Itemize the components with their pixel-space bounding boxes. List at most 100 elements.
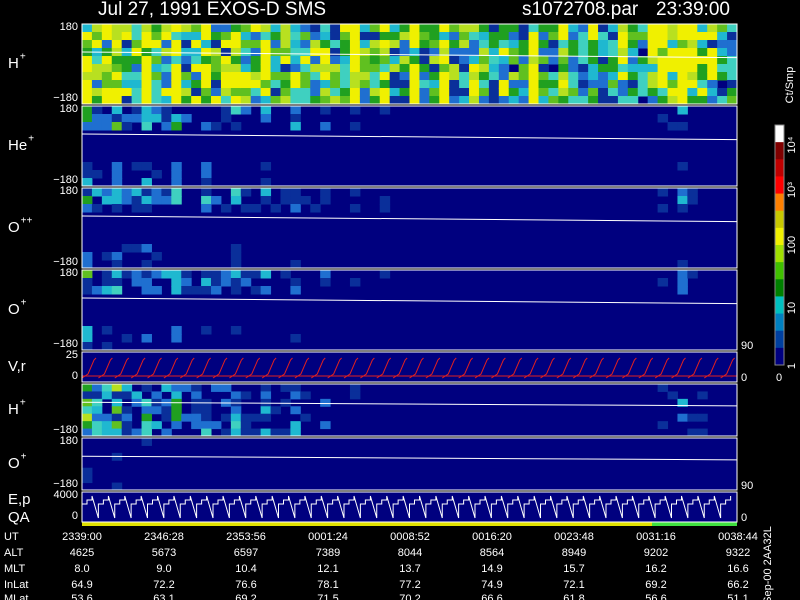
spectrogram-cell: [677, 64, 688, 73]
panel: [81, 105, 738, 187]
spectrogram-cell: [82, 204, 93, 213]
spectrogram-cell: [498, 88, 510, 97]
spectrogram-cell: [578, 88, 589, 97]
spectrogram-cell: [627, 32, 639, 41]
spectrogram-cell: [201, 88, 212, 97]
spectrogram-cell: [717, 64, 728, 73]
spectrogram-cell: [151, 188, 162, 197]
spectrogram-cell: [498, 48, 510, 57]
spectrogram-cell: [82, 88, 93, 97]
spectrogram-cell: [250, 40, 262, 49]
spectrogram-cell: [717, 72, 728, 81]
spectrogram-cell: [82, 398, 93, 407]
y-tick-label: 180: [60, 267, 78, 279]
spectrogram-cell: [647, 80, 659, 89]
spectrogram-cell: [320, 88, 331, 97]
spectrogram-cell: [429, 64, 440, 73]
spectrogram-cell: [697, 428, 708, 437]
spectrogram-cell: [201, 80, 212, 89]
spectrogram-cell: [191, 72, 202, 81]
panel-frame: [81, 383, 738, 437]
qa-strip: [82, 522, 652, 526]
spectrogram-cell: [320, 278, 331, 287]
spectrogram-cell: [727, 48, 738, 57]
spectrogram-cell: [181, 270, 192, 279]
spectrogram-cell: [707, 72, 718, 81]
spectrogram-cell: [290, 114, 301, 123]
spectrogram-cell: [359, 72, 371, 81]
spectrogram-cell: [389, 64, 401, 73]
footer-value: 64.9: [71, 579, 92, 591]
spectrogram-cell: [518, 32, 530, 41]
spectrogram-cell: [111, 252, 123, 261]
spectrogram-cell: [538, 64, 549, 73]
spectrogram-cell: [260, 56, 272, 65]
spectrogram-cell: [548, 72, 559, 81]
spectrogram-cell: [419, 80, 430, 89]
spectrogram-cell: [220, 72, 232, 81]
spectrogram-cell: [349, 72, 361, 81]
spectrogram-cell: [667, 40, 678, 49]
spectrogram-cell: [478, 40, 490, 49]
spectrogram-cell: [220, 88, 232, 97]
spectrogram-cell: [568, 64, 579, 73]
spectrogram-cell: [141, 188, 152, 197]
spectrogram-cell: [379, 56, 391, 65]
footer-value: 6597: [234, 547, 258, 559]
spectrogram-cell: [220, 278, 232, 287]
panel-frame: [81, 23, 738, 105]
spectrogram-cell: [230, 106, 242, 115]
spectrogram-cell: [290, 204, 301, 213]
spectrogram-cell: [161, 413, 172, 422]
spectrogram-cell: [151, 270, 162, 279]
spectrogram-cell: [91, 24, 103, 33]
spectrogram-cell: [101, 342, 113, 351]
spectrogram-cell: [687, 270, 698, 279]
spectrogram-cell: [260, 32, 272, 41]
spectrogram-cell: [409, 32, 420, 41]
spectrogram-cell: [151, 64, 162, 73]
spectrogram-cell: [469, 64, 480, 73]
spectrogram-cell: [588, 56, 599, 65]
panel-label-sup: +: [21, 452, 27, 463]
spectrogram-cell: [131, 270, 143, 279]
spectrogram-cell: [330, 48, 341, 57]
spectrogram-cell: [240, 428, 252, 437]
spectrogram-cell: [399, 40, 410, 49]
panel-frame: [81, 269, 738, 351]
spectrogram-cell: [161, 406, 172, 415]
spectrogram-cell: [141, 122, 152, 131]
spectrogram-cell: [617, 32, 629, 41]
spectrogram-cell: [141, 162, 152, 171]
footer-value: 16.2: [645, 563, 666, 575]
y-tick-label: 180: [60, 435, 78, 447]
spectrogram-cell: [171, 421, 182, 430]
spectrogram-cell: [449, 48, 460, 57]
spectrogram-cell: [588, 48, 599, 57]
spectrogram-cell: [211, 270, 222, 279]
spectrogram-cell: [488, 48, 500, 57]
spectrogram-cell: [191, 391, 202, 400]
colorbar-segment: [775, 313, 784, 332]
spectrogram-cell: [91, 72, 103, 81]
spectrogram-cell: [459, 24, 470, 33]
spectrogram-cell: [290, 188, 301, 197]
spectrogram-cell: [508, 72, 520, 81]
spectrogram-cell: [82, 334, 93, 343]
spectrogram-cell: [111, 162, 123, 171]
spectrogram-cell: [290, 32, 301, 41]
spectrogram-cell: [161, 196, 172, 205]
spectrogram-cell: [449, 56, 460, 65]
spectrogram-cell: [488, 80, 500, 89]
spectrogram-cell: [607, 32, 619, 41]
spectrogram-cell: [270, 80, 281, 89]
spectrogram-cell: [419, 72, 430, 81]
spectrogram-cell: [260, 270, 272, 279]
panel-frame: [81, 491, 738, 523]
spectrogram-cell: [389, 40, 401, 49]
spectrogram-cell: [171, 40, 182, 49]
spectrogram-cell: [111, 178, 123, 187]
spectrogram-cell: [488, 24, 500, 33]
spectrogram-cell: [578, 40, 589, 49]
spectrogram-cell: [82, 252, 93, 261]
